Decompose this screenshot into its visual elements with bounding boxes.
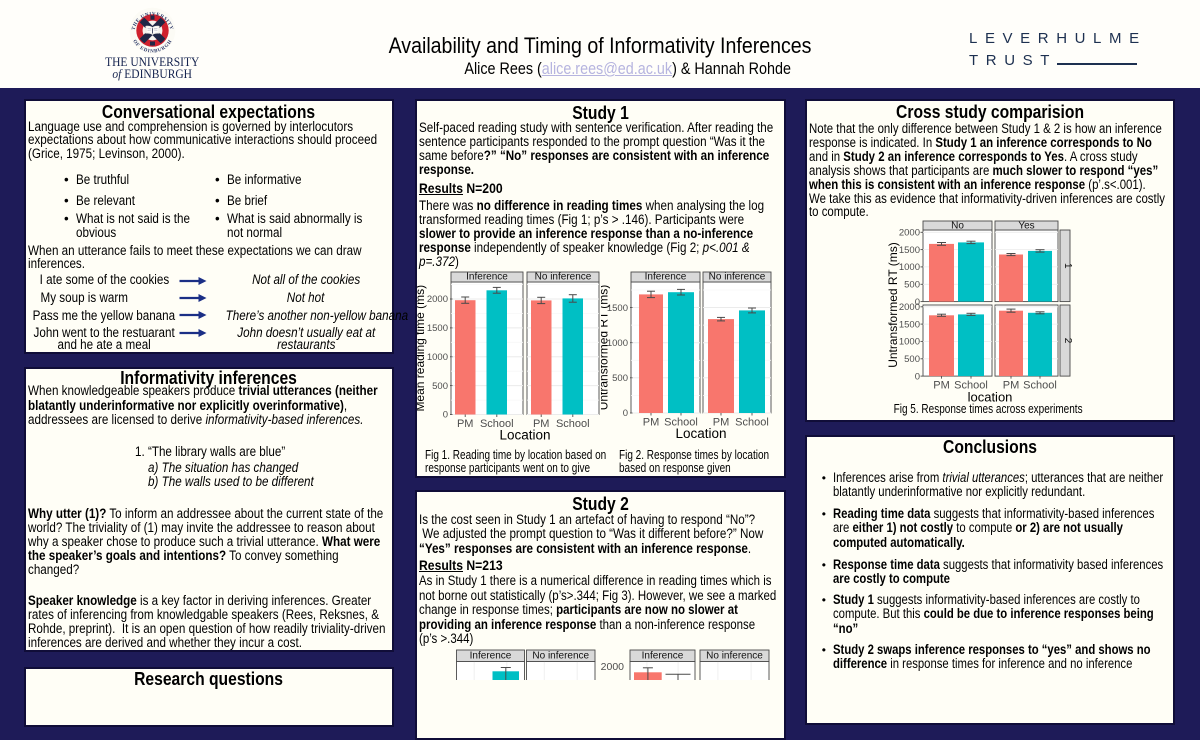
svg-text:Inference: Inference	[645, 272, 687, 283]
svg-text:Location: Location	[675, 426, 726, 441]
svg-text:Inference: Inference	[642, 651, 684, 662]
svg-text:500: 500	[612, 373, 628, 384]
svg-text:PM: PM	[643, 417, 660, 429]
svg-text:1500: 1500	[899, 245, 920, 256]
svg-text:1000: 1000	[899, 337, 920, 348]
svg-text:2: 2	[1062, 338, 1073, 344]
svg-text:PM: PM	[933, 380, 950, 392]
svg-text:No inference: No inference	[532, 651, 589, 662]
svg-text:Inference: Inference	[466, 272, 508, 283]
svg-text:No inference: No inference	[535, 272, 592, 283]
svg-text:1500: 1500	[427, 323, 448, 334]
svg-text:Untransformed RT (ms): Untransformed RT (ms)	[601, 285, 611, 411]
svg-text:School: School	[1023, 380, 1057, 392]
svg-text:1000: 1000	[427, 352, 448, 363]
svg-text:No: No	[951, 221, 964, 232]
svg-text:School: School	[735, 417, 769, 429]
svg-text:0: 0	[443, 410, 448, 421]
svg-text:2000: 2000	[899, 228, 920, 239]
svg-text:School: School	[556, 418, 590, 430]
svg-text:2000: 2000	[601, 661, 624, 673]
svg-text:2000: 2000	[427, 294, 448, 305]
svg-text:PM: PM	[457, 418, 474, 430]
svg-text:0: 0	[623, 408, 628, 419]
svg-text:500: 500	[904, 280, 920, 291]
svg-text:Mean reading time (ms): Mean reading time (ms)	[417, 285, 427, 412]
svg-text:No inference: No inference	[709, 272, 766, 283]
svg-text:1000: 1000	[899, 262, 920, 273]
svg-text:2000: 2000	[899, 302, 920, 313]
svg-text:500: 500	[432, 381, 448, 392]
svg-text:No inference: No inference	[706, 651, 763, 662]
svg-text:Location: Location	[499, 428, 550, 443]
svg-text:500: 500	[904, 354, 920, 365]
svg-text:0: 0	[915, 371, 920, 382]
svg-text:Inference: Inference	[470, 651, 512, 662]
svg-text:1500: 1500	[899, 319, 920, 330]
svg-text:Yes: Yes	[1018, 221, 1034, 232]
svg-text:1: 1	[1062, 263, 1073, 269]
svg-text:Untransformed RT (ms): Untransformed RT (ms)	[888, 242, 900, 368]
